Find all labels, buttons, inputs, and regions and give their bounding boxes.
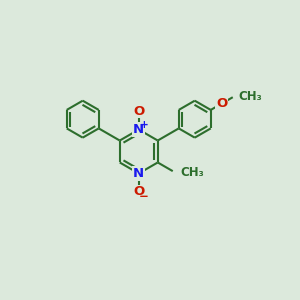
- Text: +: +: [140, 120, 148, 130]
- Text: CH₃: CH₃: [238, 90, 262, 103]
- Text: N: N: [133, 123, 144, 136]
- Text: O: O: [133, 105, 144, 118]
- Text: N: N: [133, 167, 144, 180]
- Text: −: −: [139, 190, 149, 202]
- Text: O: O: [133, 185, 144, 198]
- Text: CH₃: CH₃: [180, 166, 204, 178]
- Text: O: O: [216, 97, 227, 110]
